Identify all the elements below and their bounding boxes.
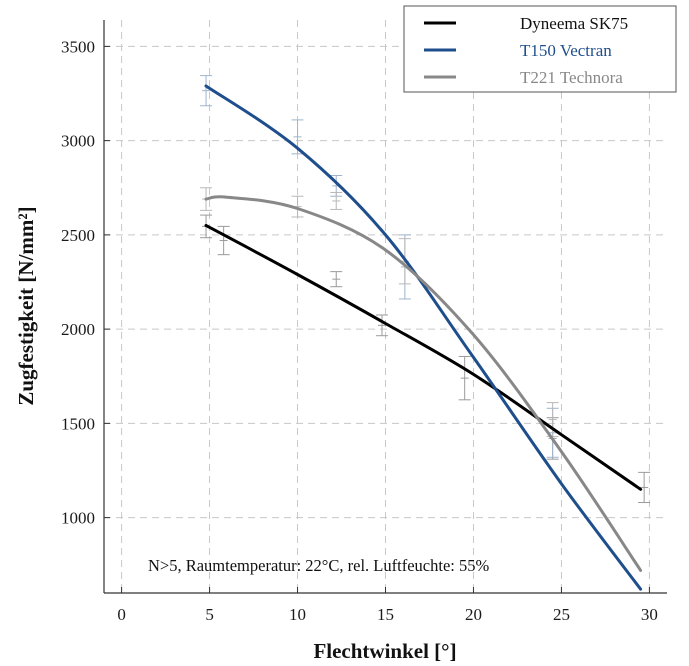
y-tick-label: 3500 [61,37,95,56]
error-bar [546,402,559,438]
vectran-curve [204,84,643,591]
x-tick-label: 5 [205,605,214,624]
axes: 0 5 10 15 20 25 30 1000 1500 2000 2500 3000 3500 [61,20,667,624]
error-bar [458,355,471,401]
legend-label-vectran: T150 Vectran [520,41,612,60]
x-tick-label: 30 [641,605,658,624]
error-bar [330,191,343,210]
legend-label-dyneema: Dyneema SK75 [520,14,628,33]
x-tick-label: 10 [289,605,306,624]
x-axis-title: Flechtwinkel [°] [313,639,456,663]
y-tick-label: 1000 [61,509,95,528]
error-bar [200,75,213,107]
annotation-text: N>5, Raumtemperatur: 22°C, rel. Luftfeuc… [148,556,489,575]
y-tick-label: 2000 [61,320,95,339]
error-bar [330,271,343,288]
y-axis-title: Zugfestigkeit [N/mm²] [14,206,38,405]
technora-curve [204,195,643,572]
x-tick-label: 25 [553,605,570,624]
fit-curves [204,84,643,591]
error-bars [200,75,651,504]
dyneema-curve [204,224,643,491]
error-bar [375,314,388,337]
error-bar [638,471,651,504]
legend: Dyneema SK75 T150 Vectran T221 Technora [403,5,677,93]
x-tick-label: 20 [465,605,482,624]
error-bar [217,225,230,256]
x-tick-label: 0 [117,605,126,624]
y-tick-label: 2500 [61,226,95,245]
y-tick-label: 1500 [61,414,95,433]
error-bar [291,195,304,218]
legend-label-technora: T221 Technora [520,68,623,87]
x-tick-label: 15 [377,605,394,624]
y-tick-label: 3000 [61,132,95,151]
